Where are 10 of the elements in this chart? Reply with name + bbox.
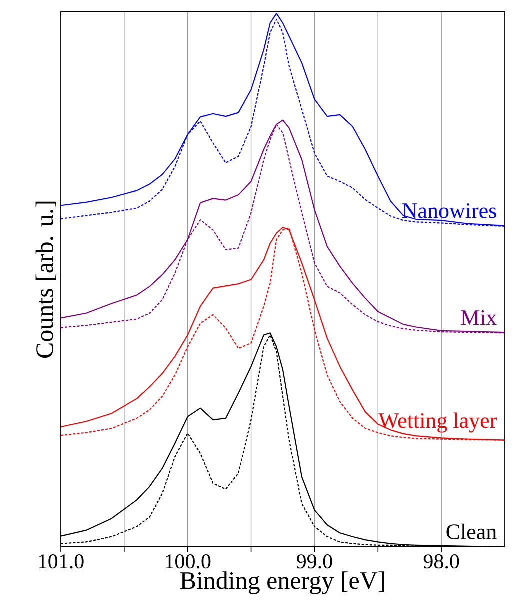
x-axis-title: Binding energy [eV] <box>180 572 384 594</box>
series-label: Nanowires <box>402 204 496 218</box>
x-tick-label: 98.0 <box>424 554 460 569</box>
x-tick-label: 99.0 <box>297 554 332 569</box>
x-tick-label: 100.0 <box>166 554 211 569</box>
series-label: Clean <box>446 524 497 540</box>
y-axis-title: Counts [arb. u.] <box>36 202 56 358</box>
x-tick-label: 101.0 <box>39 554 84 569</box>
series-label: Wetting layer <box>378 412 497 433</box>
series-label: Mix <box>461 310 497 325</box>
